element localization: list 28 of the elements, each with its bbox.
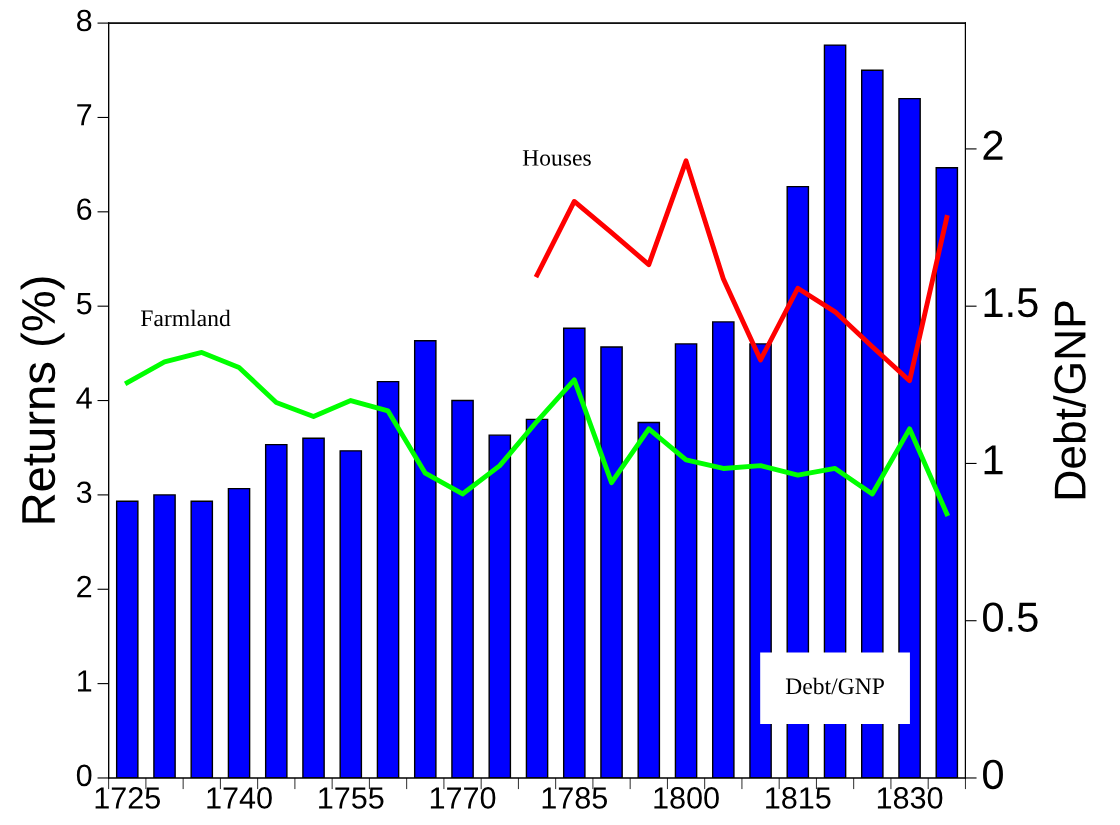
x-tick-label: 1815: [766, 787, 831, 809]
y2-axis-title: Debt/GNP: [1053, 301, 1086, 499]
y-tick-label: 8: [77, 9, 92, 32]
y2-tick-label: 2: [983, 130, 1003, 160]
line-series: [124, 349, 950, 517]
x-tick-label: 1800: [654, 787, 719, 809]
x-tick-label: 1770: [430, 787, 496, 809]
y2-tick-label: 1: [984, 445, 1003, 475]
x-tick-label: 1755: [319, 787, 384, 809]
y2-tick-label: 0.5: [983, 602, 1038, 632]
y-tick-label: 5: [76, 293, 92, 315]
y-tick-label: 7: [77, 104, 92, 126]
y-tick-label: 2: [77, 575, 92, 598]
y-tick-label: 1: [78, 670, 92, 692]
x-tick-label: 1830: [877, 787, 943, 809]
y2-tick-label: 1.5: [984, 288, 1038, 318]
y-tick-label: 0: [76, 764, 92, 787]
y-tick-label: 3: [76, 481, 92, 504]
series-label: Farmland: [140, 309, 231, 327]
series-label: Debt/GNP: [785, 677, 884, 695]
x-tick-label: 1785: [542, 787, 607, 809]
x-tick-label: 1725: [95, 787, 160, 809]
y-tick-label: 4: [76, 387, 92, 409]
x-tick-label: 1740: [207, 787, 272, 809]
y2-tick-label: 0: [983, 759, 1003, 790]
y-axis-title: Returns (%): [20, 277, 65, 523]
y-tick-label: 6: [77, 198, 92, 221]
series-label: Houses: [522, 150, 591, 166]
